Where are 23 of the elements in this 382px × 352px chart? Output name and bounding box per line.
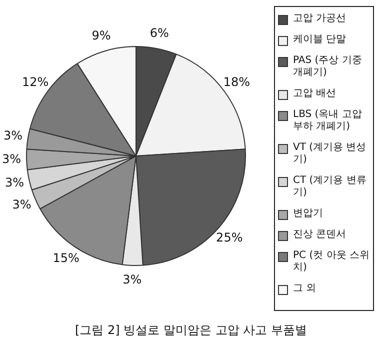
legend-label: CT (계기용 변류기) [293, 175, 368, 199]
legend-label: VT (계기용 변성기) [293, 142, 368, 166]
legend-label: 고압 가공선 [293, 13, 346, 25]
legend-label: 진상 콘덴서 [293, 229, 346, 241]
data-label: 3% [2, 152, 22, 166]
legend-label: 변압기 [293, 208, 323, 220]
data-label: 15% [52, 251, 80, 266]
text: [그림 2] 빙설로 말미암은 고압 사고 부품별 [74, 322, 308, 339]
legend-label: 그 외 [293, 283, 316, 295]
legend-label: 케이블 단말 [293, 34, 346, 46]
data-label: 18% [223, 74, 250, 89]
legend-label: LBS (옥내 고압 부하 개폐기) [293, 109, 363, 133]
data-label: 12% [22, 74, 49, 89]
data-label: 3% [122, 272, 142, 287]
data-label: 3% [4, 175, 24, 190]
data-label: 9% [92, 28, 111, 43]
legend-label: 고압 배선 [293, 88, 336, 100]
legend-label: PAS (주상 기중 개폐기) [293, 55, 363, 79]
legend-label: PC (컷 아웃 스위치) [293, 250, 370, 274]
data-label: 3% [12, 198, 32, 212]
data-label: 3% [4, 128, 23, 143]
data-label: 6% [150, 26, 169, 40]
data-label: 25% [216, 230, 243, 244]
